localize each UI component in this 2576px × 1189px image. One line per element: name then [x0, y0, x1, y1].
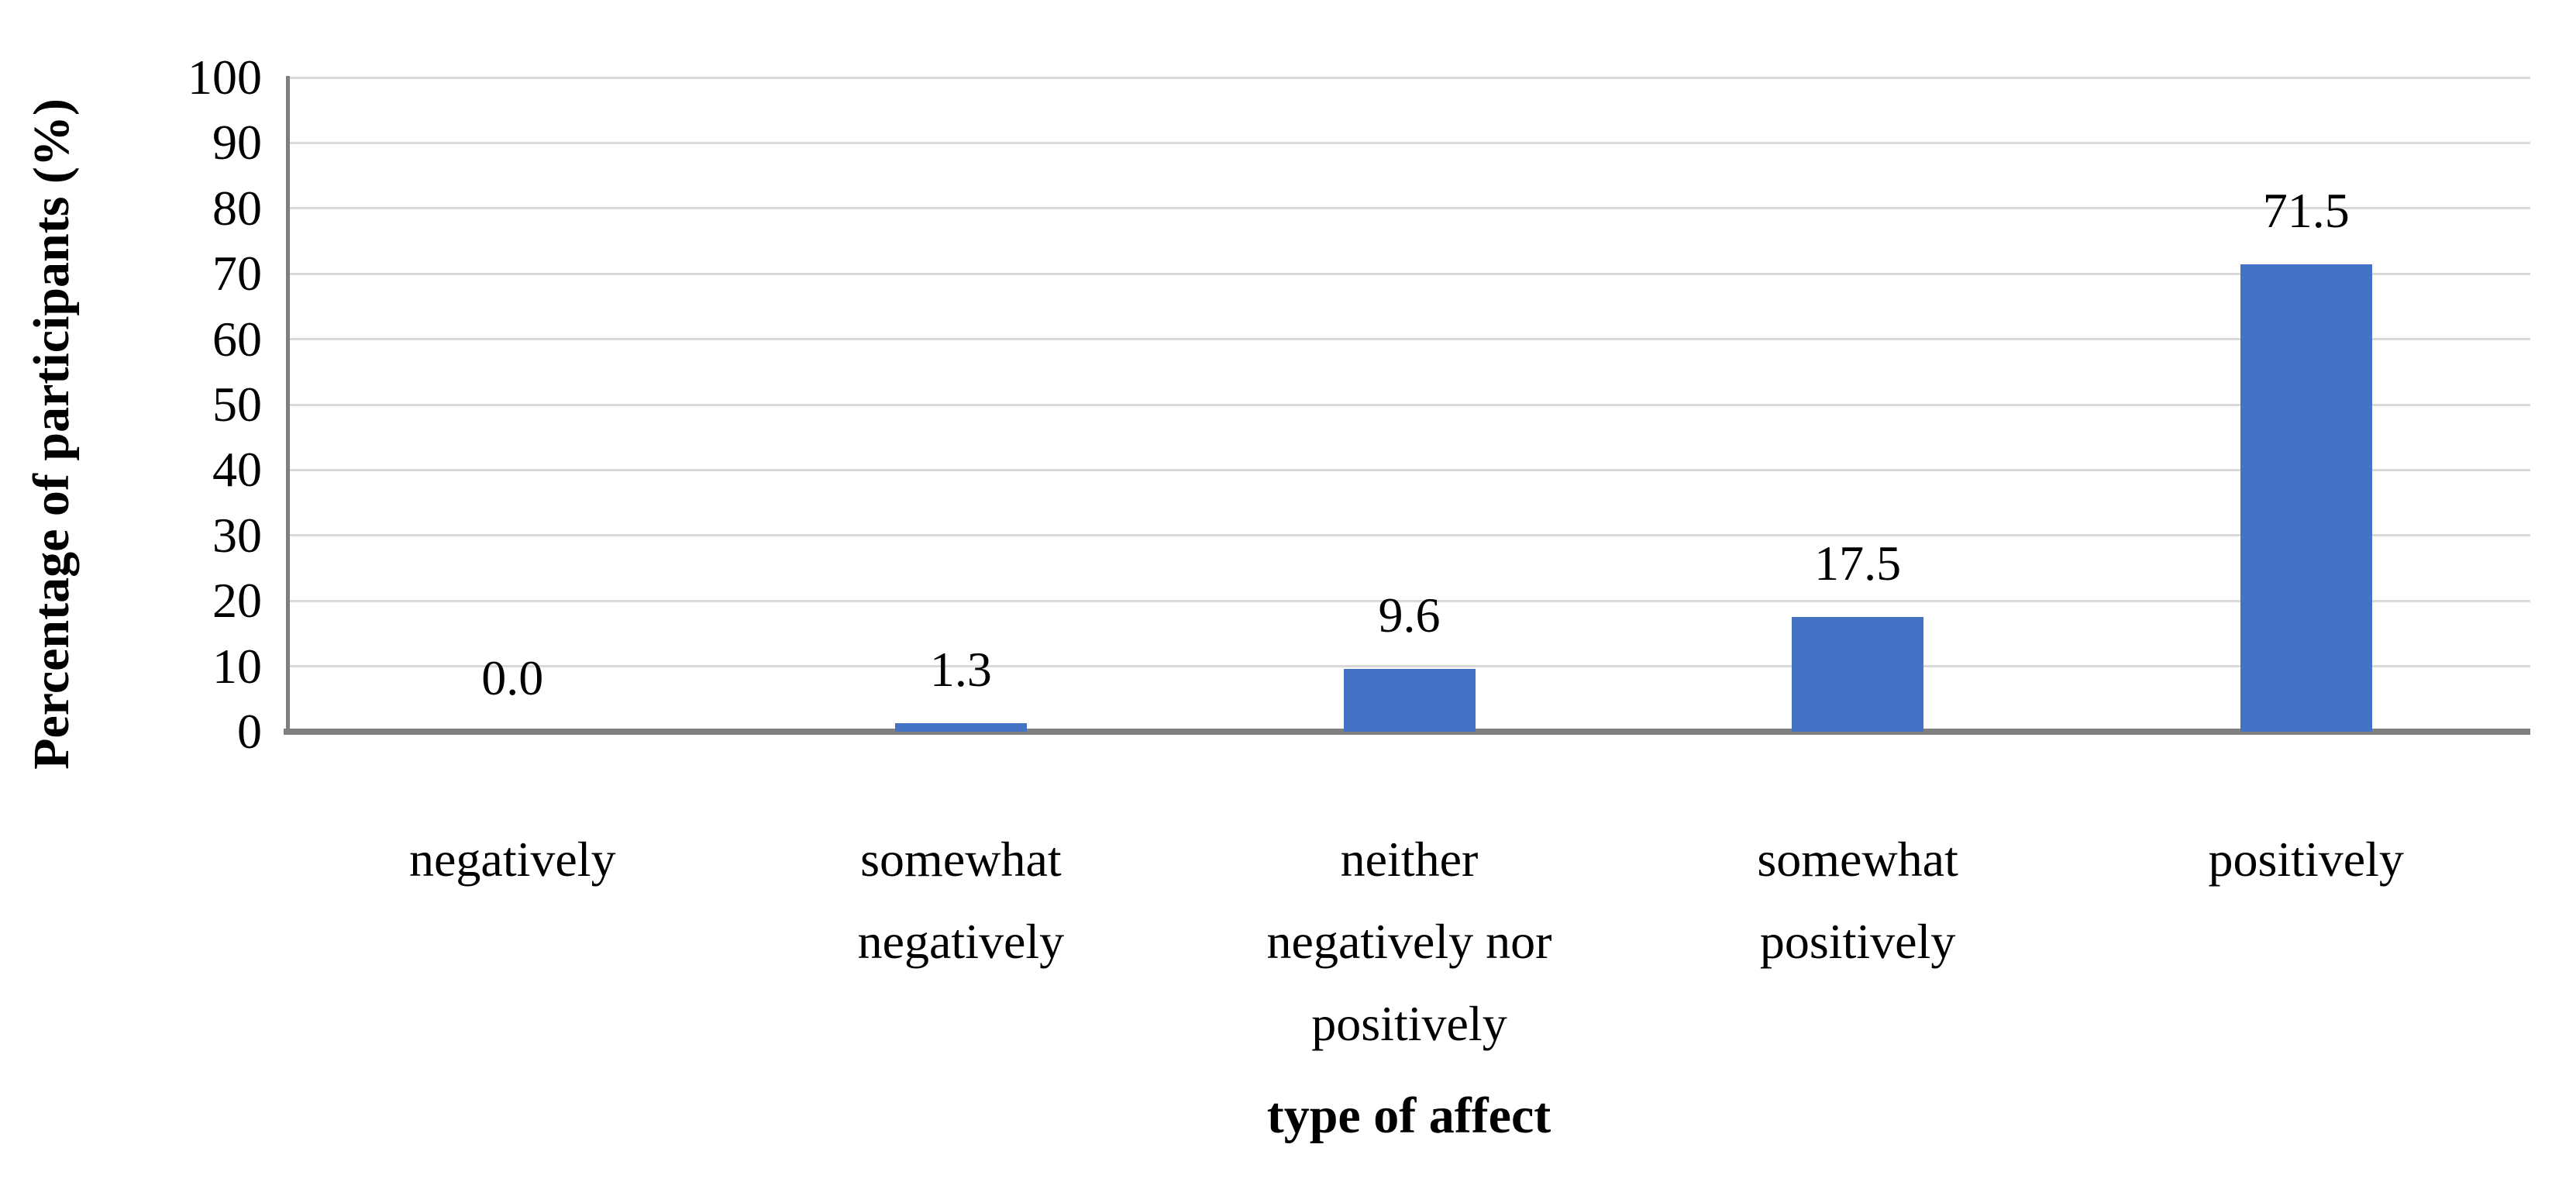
- y-axis-title: Percentage of participants (%): [23, 98, 80, 770]
- gridline: [288, 272, 2530, 275]
- x-axis-category-label: neither negatively nor positively: [1185, 819, 1634, 1065]
- gridline: [288, 534, 2530, 537]
- category-label-line: somewhat: [1757, 832, 1958, 887]
- y-axis-tick-label: 50: [212, 377, 262, 432]
- y-axis-tick-label: 40: [212, 442, 262, 498]
- category-label-line: negatively: [409, 832, 616, 887]
- gridline: [288, 665, 2530, 668]
- gridline: [288, 468, 2530, 471]
- x-axis-title: type of affect: [1266, 1087, 1551, 1144]
- y-axis-tick-label: 80: [212, 180, 262, 236]
- bar: [1792, 617, 1924, 732]
- y-axis-tick-label: 60: [212, 311, 262, 367]
- y-axis-tick-label: 90: [212, 115, 262, 171]
- y-axis-line: [286, 76, 290, 732]
- category-label-line: negatively nor: [1266, 914, 1552, 969]
- bar-value-label: 1.3: [929, 642, 992, 697]
- bar: [894, 723, 1027, 732]
- bar-value-label: 0.0: [481, 650, 544, 705]
- y-axis-tick-label: 100: [188, 50, 262, 105]
- y-axis-tick-label: 70: [212, 246, 262, 302]
- y-axis-tick-label: 30: [212, 507, 262, 563]
- y-axis-tick-label: 10: [212, 638, 262, 694]
- category-label-line: negatively: [857, 914, 1065, 969]
- gridline: [288, 599, 2530, 602]
- gridline: [288, 403, 2530, 406]
- bar-value-label: 9.6: [1378, 588, 1441, 643]
- category-label-line: positively: [1759, 914, 1956, 969]
- category-label-line: neither: [1340, 832, 1479, 887]
- category-label-line: positively: [1311, 996, 1507, 1051]
- bar-value-label: 17.5: [1814, 536, 1902, 591]
- bar: [2240, 264, 2372, 732]
- category-label-line: somewhat: [860, 832, 1062, 887]
- x-axis-category-label: somewhat negatively: [737, 819, 1186, 983]
- gridline: [288, 76, 2530, 79]
- y-axis-tick-label: 0: [237, 704, 262, 759]
- x-axis-category-label: somewhat positively: [1634, 819, 2082, 983]
- y-axis-tick-label: 20: [212, 573, 262, 629]
- bar-value-label: 71.5: [2262, 183, 2350, 238]
- gridline: [288, 141, 2530, 144]
- gridline: [288, 207, 2530, 210]
- x-axis-category-label: positively: [2082, 819, 2530, 901]
- x-axis-line: [284, 729, 2530, 735]
- x-axis-category-label: negatively: [288, 819, 737, 901]
- gridline: [288, 338, 2530, 341]
- category-label-line: positively: [2208, 832, 2404, 887]
- bar: [1343, 669, 1476, 732]
